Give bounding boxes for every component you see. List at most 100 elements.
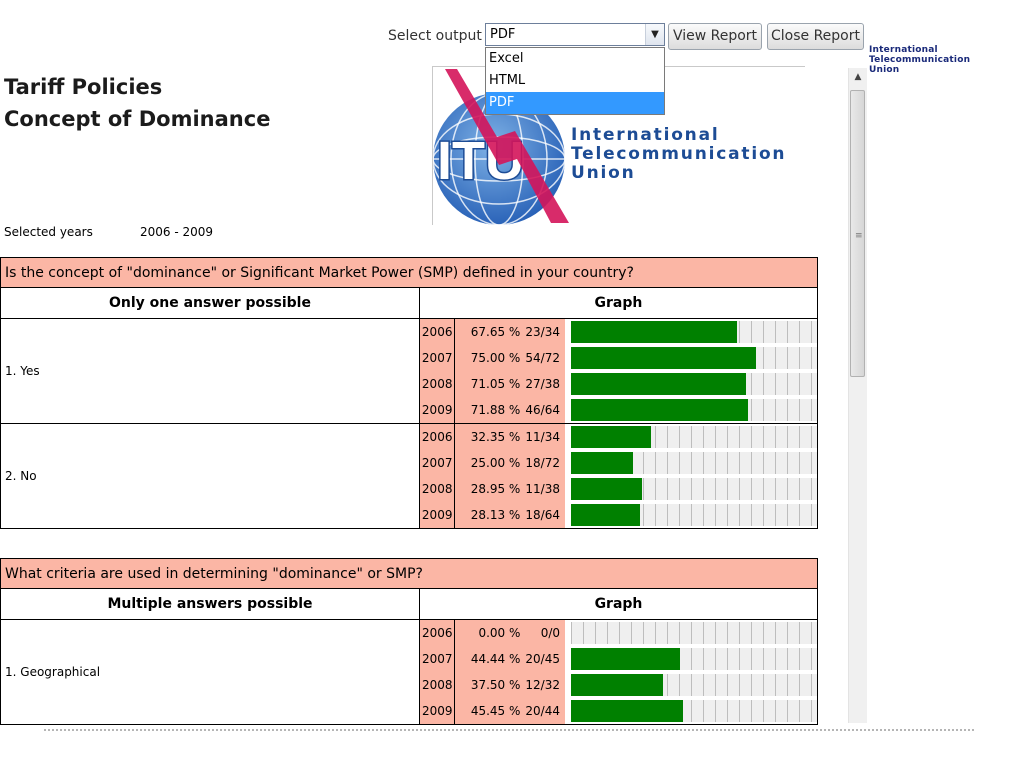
report-subtitle: Concept of Dominance — [4, 107, 271, 131]
divider — [44, 729, 974, 731]
year-cell: 2006 — [418, 318, 455, 345]
count-cell: 12/32 — [525, 672, 565, 698]
percent-cell: 44.44 % — [454, 646, 526, 672]
bar-cell — [565, 619, 818, 646]
bar-cell — [565, 345, 818, 371]
count-cell: 20/44 — [525, 698, 565, 725]
count-cell: 54/72 — [525, 345, 565, 371]
itu-logo: ITU — [432, 66, 805, 225]
percent-cell: 28.13 % — [454, 502, 526, 529]
percent-cell: 25.00 % — [454, 450, 526, 476]
itu-logo-text: International Telecommunication Union — [571, 126, 786, 183]
count-cell: 27/38 — [525, 371, 565, 397]
bar-cell — [565, 672, 818, 698]
year-cell: 2007 — [418, 450, 455, 476]
bar-fill — [571, 648, 681, 670]
scroll-up-icon[interactable]: ▲ — [854, 72, 862, 82]
close-report-button[interactable]: Close Report — [767, 23, 864, 50]
chevron-down-icon[interactable]: ▼ — [645, 24, 664, 45]
bar-track — [571, 321, 817, 343]
answers-header: Only one answer possible — [0, 287, 420, 319]
bar-track — [571, 622, 817, 644]
bar-cell — [565, 371, 818, 397]
bar-cell — [565, 646, 818, 672]
answer-label: 1. Yes — [0, 318, 420, 424]
itu-logo-line: International — [571, 125, 720, 145]
corner-logo-line: Telecommunication — [869, 55, 971, 65]
bar-track — [571, 452, 817, 474]
bar-cell — [565, 502, 818, 529]
itu-logo-line: Telecommunication — [571, 144, 787, 164]
selected-years-value: 2006 - 2009 — [140, 225, 214, 239]
count-cell: 11/34 — [525, 423, 565, 450]
output-dropdown[interactable]: Excel HTML PDF — [485, 47, 665, 115]
bar-fill — [571, 478, 643, 500]
output-select-value: PDF — [490, 27, 516, 42]
question-text: What criteria are used in determining "d… — [0, 558, 818, 589]
question-text: Is the concept of "dominance" or Signifi… — [0, 257, 818, 288]
table-row: 2007 44.44 % 20/45 — [1, 646, 818, 672]
bar-fill — [571, 700, 683, 722]
table-row: 2008 71.05 % 27/38 — [1, 371, 818, 397]
bar-track — [571, 504, 817, 526]
report-scrollbar[interactable]: ▲ ≡ — [848, 68, 867, 723]
bar-cell — [565, 397, 818, 424]
percent-cell: 71.88 % — [454, 397, 526, 424]
bar-fill — [571, 399, 748, 421]
table-row: 2009 45.45 % 20/44 — [1, 698, 818, 725]
bar-fill — [571, 347, 756, 369]
table-row: 1. Yes 2006 67.65 % 23/34 — [0, 318, 818, 424]
table-row: 2008 37.50 % 12/32 — [1, 672, 818, 698]
itu-logo-line: Union — [571, 163, 636, 183]
scroll-thumb[interactable]: ≡ — [850, 90, 865, 377]
count-cell: 46/64 — [525, 397, 565, 424]
table-row: 2009 28.13 % 18/64 — [1, 502, 818, 529]
percent-cell: 67.65 % — [454, 318, 526, 345]
bar-fill — [571, 674, 664, 696]
graph-header: Graph — [418, 287, 819, 319]
selected-years-label: Selected years — [4, 225, 93, 239]
grip-icon: ≡ — [855, 231, 863, 241]
bar-fill — [571, 504, 641, 526]
year-cell: 2007 — [418, 646, 455, 672]
bar-fill — [571, 321, 738, 343]
percent-cell: 37.50 % — [454, 672, 526, 698]
year-cell: 2006 — [418, 423, 455, 450]
bar-cell — [565, 450, 818, 476]
count-cell: 20/45 — [525, 646, 565, 672]
output-option-excel[interactable]: Excel — [489, 51, 524, 66]
corner-logo: International Telecommunication Union — [869, 45, 970, 75]
percent-cell: 75.00 % — [454, 345, 526, 371]
answers-header: Multiple answers possible — [0, 588, 420, 620]
percent-cell: 71.05 % — [454, 371, 526, 397]
bar-fill — [571, 452, 633, 474]
report-title: Tariff Policies — [4, 75, 163, 99]
answer-label: 1. Geographical — [0, 619, 420, 725]
bar-track — [571, 399, 817, 421]
corner-logo-line: International — [869, 45, 938, 55]
percent-cell: 32.35 % — [454, 423, 526, 450]
table-row: 1. Geographical 2006 0.00 % 0/0 — [0, 619, 818, 725]
count-cell: 18/64 — [525, 502, 565, 529]
bar-cell — [565, 476, 818, 502]
bar-fill — [571, 426, 651, 448]
bar-track — [571, 700, 817, 722]
bar-track — [571, 478, 817, 500]
year-cell: 2008 — [418, 672, 455, 698]
bar-track — [571, 426, 817, 448]
table-row: 2007 25.00 % 18/72 — [1, 450, 818, 476]
table-row: 2. No 2006 32.35 % 11/34 — [0, 423, 818, 529]
count-cell: 11/38 — [525, 476, 565, 502]
output-option-html[interactable]: HTML — [489, 73, 526, 88]
output-select[interactable]: PDF ▼ — [485, 23, 665, 46]
question-table: What criteria are used in determining "d… — [0, 558, 819, 725]
year-cell: 2008 — [418, 371, 455, 397]
view-report-button[interactable]: View Report — [668, 23, 762, 50]
year-cell: 2009 — [418, 397, 455, 424]
output-option-pdf[interactable]: PDF — [486, 92, 664, 114]
bar-cell — [565, 423, 818, 450]
bar-fill — [571, 373, 746, 395]
question-table: Is the concept of "dominance" or Signifi… — [0, 257, 819, 529]
table-row: 2007 75.00 % 54/72 — [1, 345, 818, 371]
year-cell: 2006 — [418, 619, 455, 646]
